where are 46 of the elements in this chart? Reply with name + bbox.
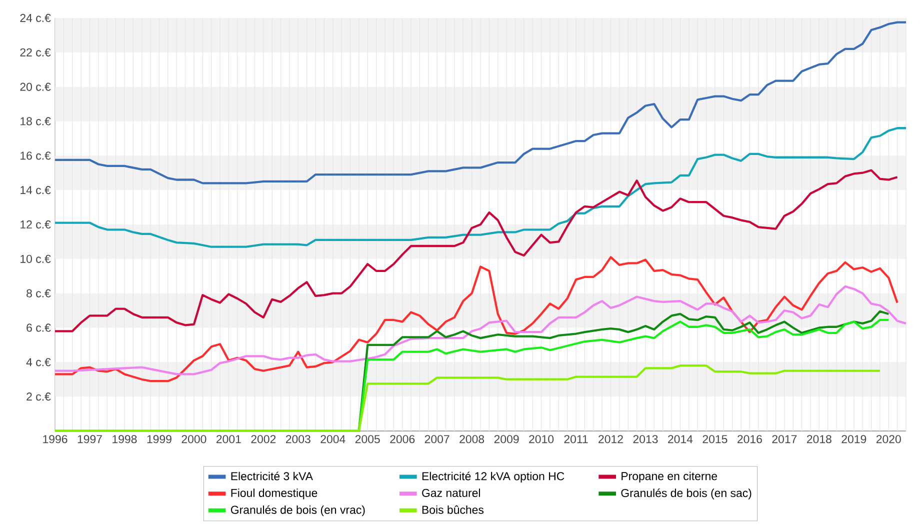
y-tick-label: 10 c.€: [20, 254, 51, 263]
legend-label: Fioul domestique: [231, 488, 318, 500]
x-tick-label: 2004: [320, 435, 346, 444]
legend-label: Electricité 12 kVA option HC: [422, 472, 564, 483]
y-tick-label: 16 c.€: [20, 152, 51, 160]
x-tick-label: 2017: [772, 435, 797, 444]
x-tick-label: 2010: [529, 435, 554, 444]
y-tick-label: 14 c.€: [20, 186, 51, 194]
legend-label: Gaz naturel: [422, 488, 480, 498]
x-tick-label: 2020: [876, 435, 901, 444]
x-tick-label: 2011: [564, 435, 588, 444]
x-tick-label: 2019: [842, 435, 866, 444]
legend-label: Electricité 3 kVA: [231, 472, 313, 480]
x-tick-label: 2007: [424, 435, 450, 444]
y-tick-label: 2 c.€: [26, 392, 51, 401]
x-tick-label: 2018: [807, 435, 832, 444]
x-tick-label: 2016: [738, 435, 762, 444]
x-tick-label: 1998: [112, 435, 137, 444]
y-tick-label: 20 c.€: [20, 82, 51, 91]
x-tick-label: 1997: [78, 435, 102, 444]
y-tick-label: 6 c.€: [26, 324, 51, 332]
x-tick-label: 2013: [633, 435, 658, 444]
x-tick-label: 2015: [702, 435, 728, 444]
legend-label: Bois bûches: [422, 505, 484, 514]
y-tick-label: 12 c.€: [20, 220, 51, 229]
legend-label: Granulés de bois (en vrac): [230, 505, 365, 516]
x-tick-label: 2009: [494, 435, 519, 444]
x-tick-label: 1999: [147, 435, 172, 444]
legend-label: Granulés de bois (en sac): [621, 488, 752, 500]
x-tick-label: 2003: [286, 435, 310, 444]
x-tick-label: 2012: [598, 435, 623, 444]
x-tick-label: 2005: [355, 435, 380, 444]
x-tick-label: 2014: [668, 435, 693, 444]
x-tick-label: 2002: [251, 435, 276, 444]
x-tick-label: 2008: [460, 435, 484, 444]
line-series: [54, 364, 882, 432]
y-tick-label: 18 c.€: [20, 117, 51, 126]
y-tick-label: 22 c.€: [20, 48, 51, 56]
y-tick-label: 8 c.€: [26, 289, 51, 298]
x-tick-label: 2006: [390, 435, 415, 444]
x-tick-label: 2001: [216, 435, 241, 444]
legend-label: Propane en citerne: [622, 472, 718, 482]
x-tick-label: 2000: [182, 435, 206, 444]
x-tick-label: 1996: [43, 435, 68, 444]
y-tick-label: 4 c.€: [26, 358, 51, 366]
y-tick-label: 24 c.€: [20, 14, 51, 22]
